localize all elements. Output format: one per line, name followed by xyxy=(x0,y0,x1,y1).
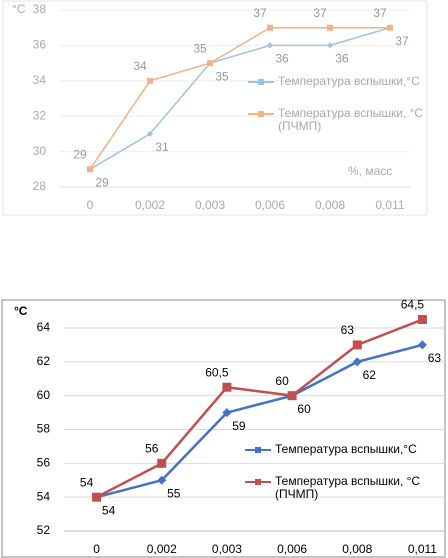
series-line xyxy=(96,343,423,499)
marker xyxy=(222,408,232,418)
data-label: 36 xyxy=(275,52,289,66)
data-label: 36 xyxy=(335,52,349,66)
marker xyxy=(417,315,427,325)
x-tick-label: 0,002 xyxy=(135,198,165,212)
data-label: 56 xyxy=(145,442,159,456)
marker xyxy=(327,42,333,49)
legend-marker xyxy=(258,111,264,117)
marker xyxy=(352,357,362,367)
legend-marker xyxy=(258,79,264,85)
data-label: 54 xyxy=(102,503,116,517)
data-label: 31 xyxy=(155,140,169,154)
marker xyxy=(352,340,362,350)
y-axis-label: °C xyxy=(12,2,26,16)
y-tick-label: 56 xyxy=(37,456,51,470)
data-label: 60,5 xyxy=(205,365,229,379)
marker xyxy=(92,492,102,502)
y-axis-label: °C xyxy=(14,304,28,318)
y-tick-label: 32 xyxy=(33,108,47,122)
y-tick-label: 52 xyxy=(37,523,51,537)
data-label: 63 xyxy=(428,351,442,365)
x-tick-label: 0,003 xyxy=(195,198,225,212)
marker xyxy=(87,166,93,173)
data-label: 37 xyxy=(253,6,267,20)
x-tick-label: 0,011 xyxy=(375,198,404,212)
x-annotation: %, масс xyxy=(348,164,392,178)
data-label: 35 xyxy=(193,41,207,55)
data-label: 29 xyxy=(95,175,109,189)
data-label: 37 xyxy=(313,6,327,20)
data-label: 59 xyxy=(232,419,246,433)
series-line xyxy=(89,26,391,170)
marker xyxy=(267,24,273,31)
y-tick-label: 58 xyxy=(37,422,51,436)
marker xyxy=(327,24,333,31)
marker xyxy=(287,391,297,401)
series-line xyxy=(96,318,423,499)
y-tick-label: 36 xyxy=(33,38,47,52)
y-tick-label: 64 xyxy=(37,320,51,334)
chart-frame xyxy=(2,0,428,216)
marker xyxy=(157,475,167,485)
x-tick-label: 0,006 xyxy=(255,198,285,212)
y-tick-label: 30 xyxy=(33,144,47,158)
data-label: 63 xyxy=(341,323,355,337)
data-label: 54 xyxy=(80,475,94,489)
marker xyxy=(157,458,167,468)
legend-marker xyxy=(255,447,261,453)
data-label: 55 xyxy=(167,486,181,500)
y-tick-label: 34 xyxy=(33,73,47,87)
y-tick-label: 28 xyxy=(33,179,47,193)
data-label: 34 xyxy=(133,59,147,73)
y-tick-label: 38 xyxy=(33,2,47,16)
x-tick-label: 0,011 xyxy=(408,542,437,556)
y-tick-label: 54 xyxy=(37,489,51,503)
legend-label: Температура вспышки,°C xyxy=(278,74,420,88)
x-tick-label: 0,008 xyxy=(315,198,345,212)
x-tick-label: 0,003 xyxy=(212,542,242,556)
x-tick-label: 0,006 xyxy=(277,542,307,556)
data-label: 64,5 xyxy=(401,298,425,312)
legend-marker xyxy=(255,479,261,485)
marker xyxy=(387,24,393,31)
data-label: 37 xyxy=(373,6,387,20)
x-tick-label: 0 xyxy=(93,542,100,556)
series-line xyxy=(89,26,390,170)
marker xyxy=(147,77,153,84)
data-label: 37 xyxy=(395,34,409,48)
y-tick-label: 62 xyxy=(37,354,51,368)
data-label: 35 xyxy=(215,69,229,83)
marker xyxy=(417,340,427,350)
data-label: 29 xyxy=(73,147,87,161)
x-tick-label: 0 xyxy=(87,198,94,212)
chart-frame xyxy=(1,299,446,558)
legend-label: Температура вспышки,°C xyxy=(275,442,417,456)
marker xyxy=(222,382,232,392)
legend-label: Температура вспышки, °C (ПЧМП) xyxy=(275,474,420,501)
y-tick-label: 60 xyxy=(37,388,51,402)
x-tick-label: 0,008 xyxy=(342,542,372,556)
data-label: 60 xyxy=(275,374,289,388)
legend-label: Температура вспышки, °C (ПЧМП) xyxy=(278,106,423,133)
marker xyxy=(207,60,213,67)
x-tick-label: 0,002 xyxy=(147,542,177,556)
data-label: 60 xyxy=(297,402,311,416)
marker xyxy=(147,130,153,137)
data-label: 62 xyxy=(363,368,377,382)
marker xyxy=(267,42,273,49)
